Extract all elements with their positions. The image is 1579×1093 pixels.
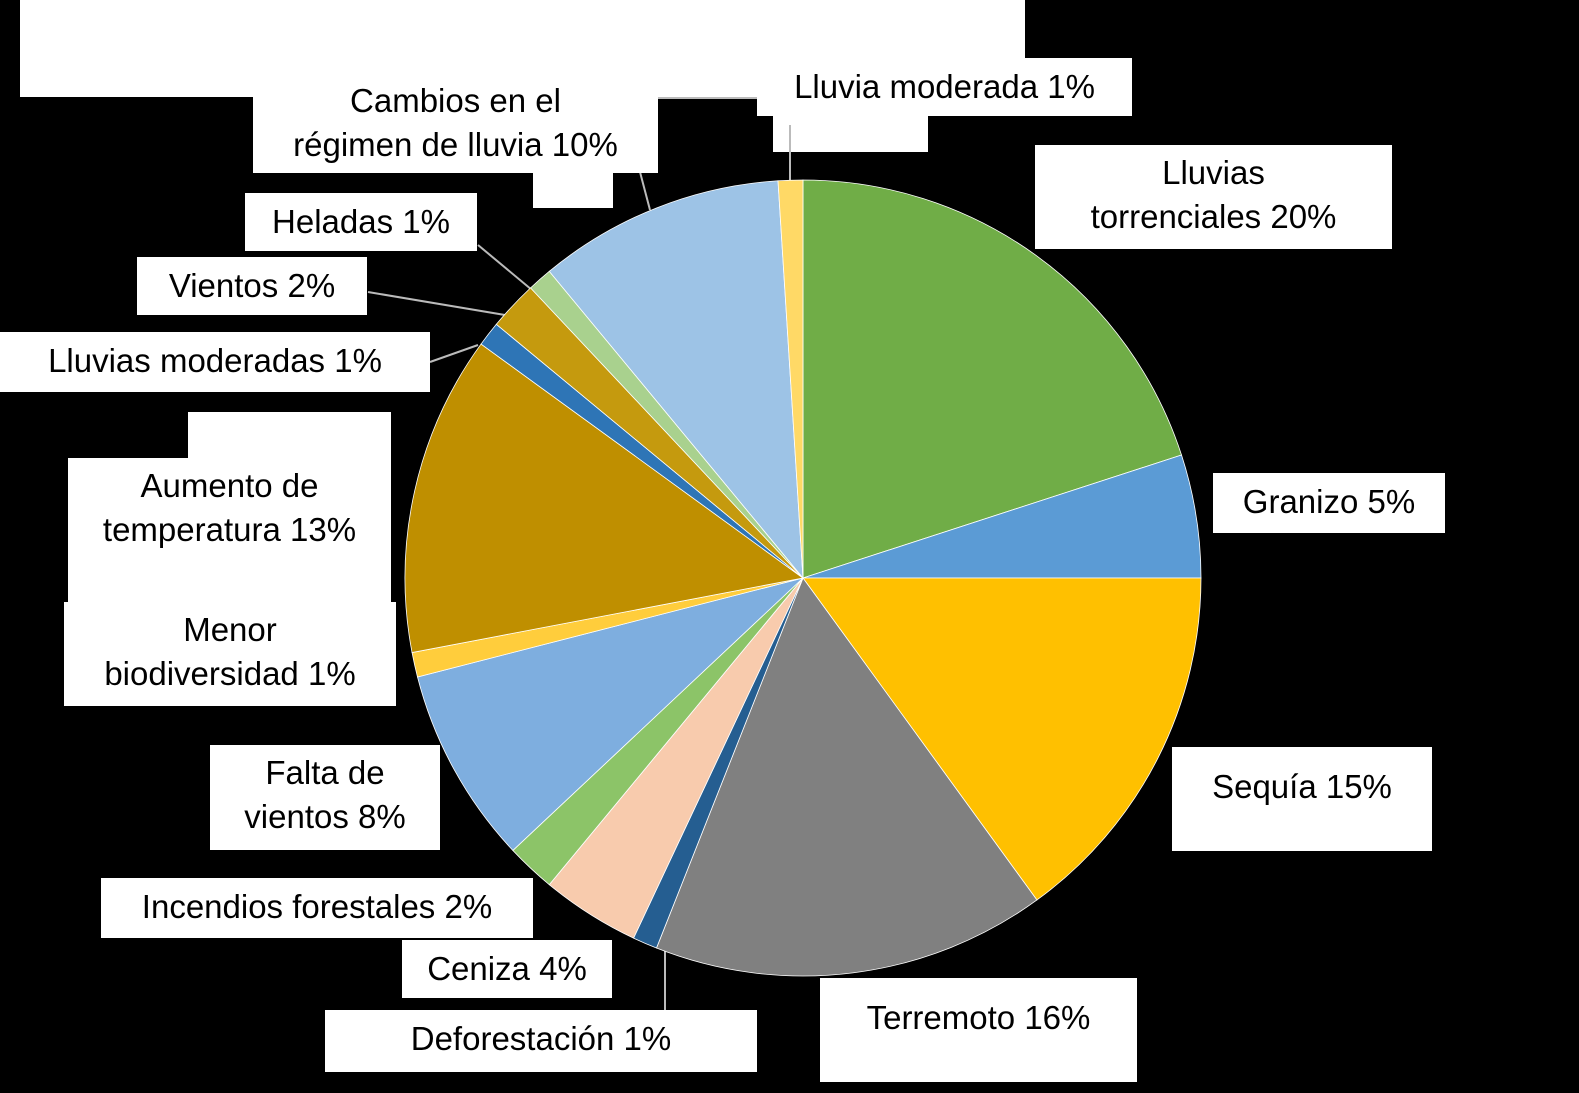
slice-label: Menor biodiversidad 1%: [64, 602, 396, 706]
value-label: 20%: [1270, 198, 1337, 235]
value-label: 15%: [1325, 768, 1392, 805]
slice-label: Cambios en el régimen de lluvia 10%: [253, 73, 658, 173]
pie-slice: [417, 577, 804, 852]
slice-label: Heladas 1%: [245, 193, 477, 251]
category-name: Terremoto: [866, 999, 1016, 1036]
value-label: 4%: [539, 950, 587, 987]
slice-label: Lluvia moderada 1%: [757, 58, 1132, 116]
leader-line: [429, 344, 479, 363]
category-name: Sequía: [1212, 768, 1317, 805]
value-label: 2%: [287, 267, 336, 304]
category-name: Ceniza: [427, 950, 530, 987]
pie-slice: [548, 180, 804, 580]
pie-slice: [655, 577, 1038, 977]
leader-lines: [367, 97, 791, 1010]
category-name: Deforestación: [410, 1020, 615, 1057]
category-name: Cambios en el régimen de lluvia: [293, 82, 561, 163]
category-name: Lluvias torrenciales: [1090, 154, 1265, 235]
category-name: Lluvia moderada: [794, 68, 1039, 105]
slice-label: Granizo 5%: [1213, 473, 1445, 533]
blank-box: [188, 412, 391, 462]
leader-line: [367, 291, 506, 316]
category-name: Aumento de temperatura: [102, 467, 319, 548]
slice-label: Sequía 15%: [1172, 747, 1432, 851]
value-label: 10%: [551, 126, 618, 163]
value-label: 8%: [358, 798, 406, 835]
slice-label: Ceniza 4%: [402, 940, 612, 998]
slice-label: Incendios forestales 2%: [101, 878, 533, 938]
value-label: 1%: [334, 342, 382, 379]
pie-slice: [404, 343, 804, 654]
category-name: Heladas: [272, 203, 394, 240]
slice-label: Vientos 2%: [137, 257, 367, 315]
leader-line: [639, 171, 651, 211]
slice-label: Aumento de temperatura 13%: [68, 458, 391, 602]
slice-label: Falta de vientos 8%: [210, 745, 440, 850]
value-label: 1%: [1047, 68, 1095, 105]
value-label: 1%: [307, 655, 356, 692]
value-label: 5%: [1367, 483, 1416, 520]
value-label: 13%: [290, 511, 357, 548]
value-label: 1%: [623, 1020, 672, 1057]
category-name: Granizo: [1242, 483, 1359, 520]
value-label: 16%: [1024, 999, 1091, 1036]
value-label: 1%: [402, 203, 450, 240]
pie-slice: [777, 179, 804, 579]
category-name: Menor biodiversidad: [104, 611, 299, 692]
pie-slice: [802, 179, 1183, 579]
slice-label: Lluvias moderadas 1%: [0, 332, 430, 392]
category-name: Incendios forestales: [141, 888, 436, 925]
slice-label: Lluvias torrenciales 20%: [1035, 145, 1392, 249]
slice-label: Deforestación 1%: [325, 1010, 757, 1072]
category-name: Lluvias moderadas: [48, 342, 326, 379]
slices: [404, 179, 1202, 977]
blank-box: [773, 110, 928, 152]
category-name: Falta de vientos: [244, 754, 385, 835]
slice-label: Terremoto 16%: [820, 978, 1137, 1082]
value-label: 2%: [444, 888, 493, 925]
pie-slice: [802, 577, 1202, 901]
leader-line: [477, 244, 533, 291]
category-name: Vientos: [168, 267, 279, 304]
